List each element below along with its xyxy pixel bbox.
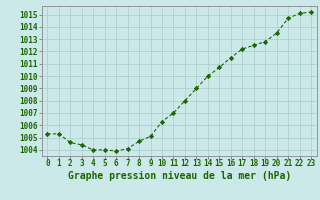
X-axis label: Graphe pression niveau de la mer (hPa): Graphe pression niveau de la mer (hPa) — [68, 171, 291, 181]
